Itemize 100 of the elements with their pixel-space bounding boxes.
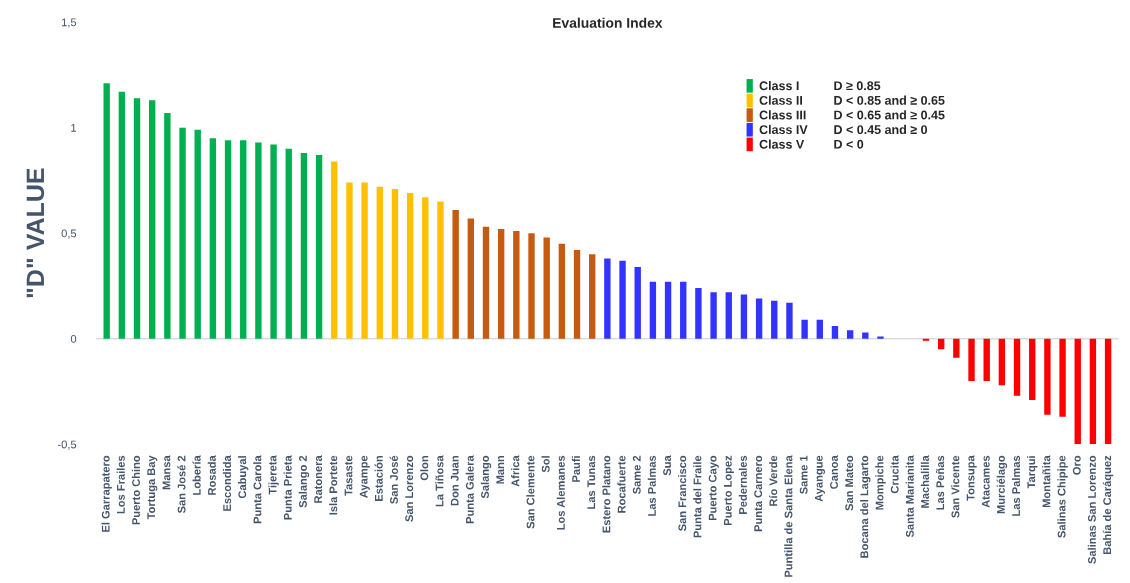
x-tick-label: Punta Prieta	[283, 455, 292, 520]
bar	[528, 233, 535, 339]
x-tick-label: Salango 2	[298, 455, 310, 508]
x-tick-label: Puerto Chino	[131, 455, 140, 525]
x-tick-label: Punta Galera	[465, 455, 474, 524]
bar	[1104, 338, 1112, 445]
annotation: D ≥ 0.85	[834, 81, 881, 91]
x-tick-label: Estero Platano	[602, 455, 611, 533]
bar	[664, 281, 672, 339]
x-tick-label: Oro	[1072, 455, 1081, 475]
bar	[543, 237, 550, 339]
bar	[194, 129, 201, 339]
x-tick-label: Paufi	[571, 456, 581, 482]
x-tick-label: Santa Marianita	[905, 455, 914, 538]
x-tick-label: Tarqui	[1027, 456, 1038, 489]
bar	[922, 338, 930, 341]
x-tick-label: Ayangue	[814, 455, 825, 502]
x-tick-label: Tortuga Bay	[147, 455, 158, 520]
x-tick-label: Punta Carnero	[754, 455, 763, 532]
bar	[164, 112, 171, 339]
annotation: D < 0	[834, 139, 864, 149]
x-tick-label: Tasaste	[344, 455, 353, 496]
x-tick-label: Salinas San Lorenzo	[1087, 455, 1096, 564]
x-tick-label: Murciélago	[996, 455, 1008, 514]
x-tick-label: Salango	[480, 455, 492, 499]
bar	[998, 338, 1006, 386]
bar	[983, 338, 990, 381]
x-tick-label: Los Alemanes	[556, 455, 565, 530]
x-tick-label: San Vicente	[951, 455, 960, 518]
x-tick-label: Cabuyal	[238, 456, 249, 499]
y-tick-label: 0	[70, 334, 77, 343]
x-tick-label: El Garrapatero	[101, 455, 112, 532]
bar	[315, 155, 323, 339]
bar	[437, 201, 444, 339]
bar	[634, 266, 641, 339]
x-tick-label: Rosada	[207, 455, 216, 495]
x-tick-label: Pedernales	[738, 455, 747, 514]
x-tick-label: Same 2	[632, 455, 641, 494]
y-axis-title: "D" VALUE	[26, 168, 45, 298]
bar	[740, 294, 748, 339]
x-tick-label: Rocafuerte	[617, 455, 626, 513]
bar	[695, 288, 702, 339]
bar	[103, 83, 110, 339]
bar	[118, 91, 126, 339]
bar	[331, 161, 338, 339]
x-tick-label: Sol	[541, 456, 550, 473]
bar	[1059, 338, 1066, 417]
annotation: D < 0.85 and ≥ 0.65	[834, 95, 945, 105]
y-tick-label: 1,5	[62, 18, 77, 28]
bar	[513, 231, 520, 339]
bar	[285, 148, 292, 339]
x-tick-label: San José	[389, 455, 398, 504]
bar	[1029, 338, 1036, 400]
x-tick-label: Isla Portete	[329, 455, 338, 515]
x-tick-label: Mompiche	[875, 455, 886, 510]
x-tick-label: Salinas Chipipe	[1057, 455, 1068, 538]
bar	[831, 326, 839, 339]
bar	[1044, 338, 1051, 415]
x-tick-label: Puerto Lopez	[723, 455, 734, 525]
bar	[1089, 338, 1097, 445]
x-tick-label: Los Frailes	[116, 455, 125, 514]
annotation: D < 0.65 and ≥ 0.45	[834, 110, 945, 120]
x-tick-label: San Lorenzo	[405, 455, 414, 522]
x-tick-label: Same 1	[799, 455, 808, 494]
bar	[801, 319, 808, 339]
bar	[149, 100, 156, 339]
x-tick-label: Bocana del Lagarto	[860, 455, 871, 558]
bar	[680, 281, 687, 339]
x-tick-label: Río Verde	[769, 455, 778, 506]
bar	[422, 197, 429, 339]
bar	[604, 258, 611, 339]
x-tick-label: Mann	[496, 456, 505, 484]
x-tick-label: Bahía de Caráquez	[1102, 455, 1114, 555]
x-tick-label: Machalilla	[920, 455, 929, 508]
legend-label: Class III	[759, 110, 806, 120]
bar	[710, 292, 717, 339]
x-tick-label: Las Palmas	[1011, 455, 1021, 516]
x-tick-label: Canoa	[830, 455, 838, 489]
x-tick-label: Africa	[511, 455, 520, 487]
bar	[391, 188, 399, 339]
x-tick-label: Estación	[374, 456, 383, 501]
y-tick-label: -0,5	[57, 440, 77, 450]
bar	[573, 250, 581, 339]
chart-title: Evaluation Index	[553, 17, 663, 28]
bar	[482, 226, 490, 339]
x-tick-label: Tonsupa	[966, 455, 977, 501]
annotation: D < 0.45 and ≥ 0	[834, 124, 928, 135]
bar	[649, 281, 657, 339]
x-tick-label: San José 2	[177, 455, 186, 514]
bar	[270, 144, 277, 339]
x-tick-label: Montañita	[1042, 455, 1051, 508]
bar	[1074, 338, 1081, 445]
legend-label: Class V	[759, 139, 805, 149]
bar	[558, 243, 566, 339]
bar	[619, 260, 626, 339]
bar	[725, 292, 732, 339]
x-tick-label: San Clemente	[526, 455, 535, 529]
bar	[862, 332, 869, 339]
bar	[786, 302, 793, 339]
bar	[755, 298, 763, 339]
